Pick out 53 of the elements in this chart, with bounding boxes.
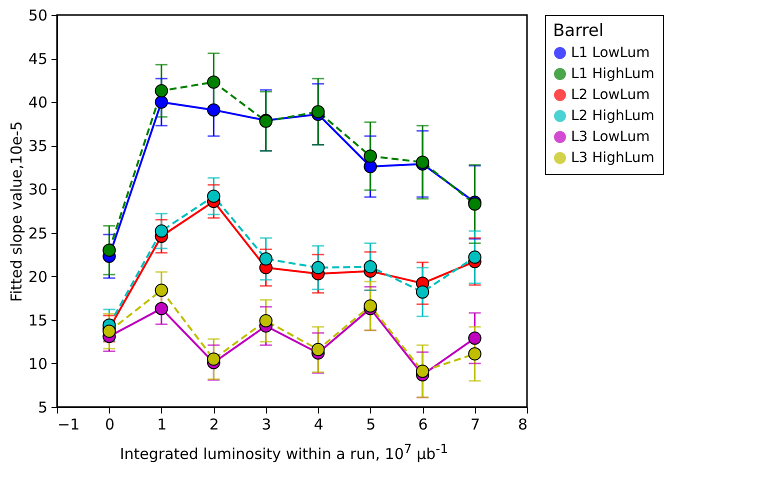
y-tick-label: 20 bbox=[28, 268, 48, 286]
point bbox=[102, 244, 116, 257]
x-tick-label: 5 bbox=[366, 416, 376, 434]
point bbox=[416, 364, 430, 378]
legend-label: L1 LowLum bbox=[571, 45, 650, 61]
point bbox=[207, 190, 220, 203]
legend-label: L2 HighLum bbox=[571, 108, 654, 124]
point bbox=[364, 150, 377, 163]
y-tick-label: 35 bbox=[28, 137, 48, 156]
legend-label: L1 HighLum bbox=[571, 66, 654, 82]
point bbox=[102, 324, 116, 338]
point bbox=[154, 224, 168, 238]
point bbox=[468, 250, 482, 264]
point bbox=[259, 252, 273, 266]
legend-label: L2 LowLum bbox=[571, 87, 650, 103]
x-tick-label: 3 bbox=[262, 416, 272, 434]
point bbox=[311, 261, 325, 274]
x-tick-label: 7 bbox=[470, 416, 480, 434]
x-tick-label: 8 bbox=[518, 416, 528, 434]
x-tick-label: 0 bbox=[104, 416, 114, 434]
y-tick-label: 5 bbox=[38, 398, 48, 416]
x-tick-label: −1 bbox=[58, 416, 80, 434]
x-tick-label: 6 bbox=[418, 416, 428, 434]
point bbox=[364, 260, 377, 274]
legend-label: L3 HighLum bbox=[571, 150, 654, 166]
point bbox=[468, 347, 482, 360]
x-tick-label: 2 bbox=[209, 416, 219, 434]
point bbox=[154, 96, 168, 109]
point bbox=[468, 332, 482, 345]
point bbox=[311, 105, 325, 118]
point bbox=[154, 84, 168, 98]
y-tick-label: 25 bbox=[28, 224, 48, 242]
point bbox=[364, 299, 377, 313]
x-tick-label: 4 bbox=[314, 416, 324, 434]
y-tick-label: 45 bbox=[28, 50, 48, 68]
point bbox=[154, 284, 168, 297]
y-tick-label: 40 bbox=[28, 94, 48, 112]
y-tick-label: 10 bbox=[28, 354, 48, 373]
y-tick-label: 30 bbox=[28, 180, 48, 199]
legend-title: Barrel bbox=[553, 21, 604, 41]
point bbox=[416, 285, 430, 299]
x-tick-label: 1 bbox=[157, 416, 167, 434]
y-axis-title: Fitted slope value,10e-5 bbox=[7, 121, 26, 302]
point bbox=[154, 302, 168, 316]
point bbox=[207, 352, 220, 366]
point bbox=[207, 103, 220, 117]
y-tick-label: 50 bbox=[28, 6, 48, 24]
point bbox=[311, 342, 325, 356]
x-axis-title: Integrated luminosity within a run, 10$^{7}$ μb$^{-1}$ bbox=[118, 440, 450, 463]
y-tick-label: 15 bbox=[28, 311, 48, 330]
point bbox=[259, 314, 273, 328]
point bbox=[207, 75, 220, 89]
legend-label: L3 LowLum bbox=[571, 129, 650, 145]
